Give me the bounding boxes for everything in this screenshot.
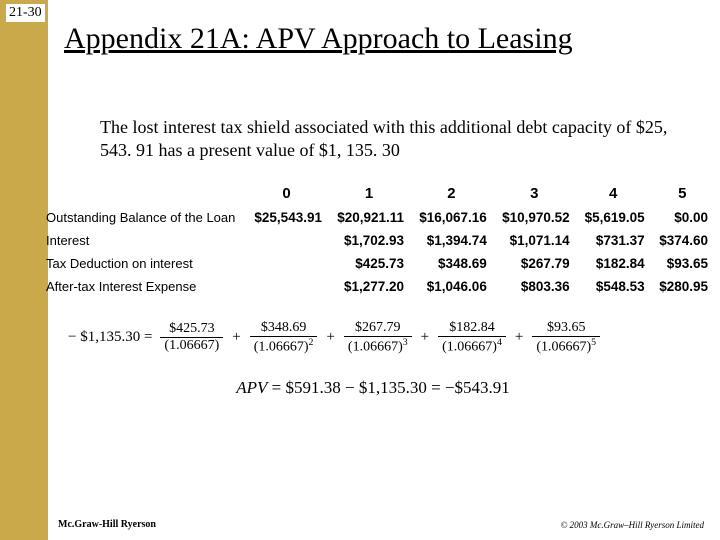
cell-value: $5,619.05 (576, 206, 651, 229)
denominator: (1.06667)4 (438, 336, 506, 356)
row-label: Outstanding Balance of the Loan (46, 206, 245, 229)
fraction: $267.79(1.06667)3 (344, 320, 412, 356)
cell-value (245, 275, 328, 298)
body-text: The lost interest tax shield associated … (100, 116, 696, 161)
cell-value: $93.65 (651, 252, 714, 275)
fraction: $182.84(1.06667)4 (438, 320, 506, 356)
cell-value: $548.53 (576, 275, 651, 298)
footer-right: © 2003 Mc.Graw–Hill Ryerson Limited (561, 520, 704, 530)
slide-content: Appendix 21A: APV Approach to Leasing Th… (58, 0, 708, 540)
col-header: 5 (651, 181, 714, 206)
cell-value (245, 252, 328, 275)
cell-value: $348.69 (410, 252, 493, 275)
cell-value: $1,394.74 (410, 229, 493, 252)
cell-value: $25,543.91 (245, 206, 328, 229)
plus-sign: + (515, 329, 523, 346)
denominator: (1.06667)3 (344, 336, 412, 356)
apv-label: APV (236, 378, 267, 397)
col-header: 4 (576, 181, 651, 206)
numerator: $182.84 (445, 320, 499, 336)
cell-value: $16,067.16 (410, 206, 493, 229)
cell-value: $374.60 (651, 229, 714, 252)
numerator: $93.65 (543, 320, 590, 336)
plus-sign: + (232, 329, 240, 346)
col-header: 1 (328, 181, 410, 206)
cell-value: $20,921.11 (328, 206, 410, 229)
plus-sign: + (326, 329, 334, 346)
cell-value: $803.36 (493, 275, 576, 298)
cell-value: $1,071.14 (493, 229, 576, 252)
fraction: $93.65(1.06667)5 (532, 320, 600, 356)
pv-formula: − $1,135.30 =$425.73(1.06667)+$348.69(1.… (68, 320, 708, 356)
numerator: $425.73 (165, 321, 219, 337)
table-row: After-tax Interest Expense $1,277.20$1,04… (46, 275, 714, 298)
col-header: 2 (410, 181, 493, 206)
col-blank (46, 181, 245, 206)
cell-value: $425.73 (328, 252, 410, 275)
footer-left: Mc.Graw-Hill Ryerson (58, 519, 156, 530)
formula-lhs: − $1,135.30 = (68, 329, 152, 346)
row-label: Interest (46, 229, 245, 252)
row-label: After-tax Interest Expense (46, 275, 245, 298)
fraction: $425.73(1.06667) (160, 321, 223, 354)
cell-value (245, 229, 328, 252)
cell-value: $1,277.20 (328, 275, 410, 298)
cell-value: $182.84 (576, 252, 651, 275)
denominator: (1.06667)2 (250, 336, 318, 356)
table-row: Tax Deduction on interest$425.73$348.69$… (46, 252, 714, 275)
cell-value: $1,046.06 (410, 275, 493, 298)
loan-table: 012345Outstanding Balance of the Loan$25… (46, 181, 714, 298)
sidebar-gold (0, 0, 48, 540)
cell-value: $1,702.93 (328, 229, 410, 252)
cell-value: $731.37 (576, 229, 651, 252)
table-row: Outstanding Balance of the Loan$25,543.9… (46, 206, 714, 229)
numerator: $267.79 (351, 320, 405, 336)
apv-formula: APV = $591.38 − $1,135.30 = −$543.91 (38, 378, 708, 398)
slide-title: Appendix 21A: APV Approach to Leasing (64, 22, 708, 56)
denominator: (1.06667)5 (532, 336, 600, 356)
denominator: (1.06667) (160, 337, 223, 354)
row-label: Tax Deduction on interest (46, 252, 245, 275)
slide-number: 21-30 (6, 4, 45, 22)
plus-sign: + (421, 329, 429, 346)
table-row: Interest $1,702.93$1,394.74$1,071.14$731.… (46, 229, 714, 252)
cell-value: $0.00 (651, 206, 714, 229)
cell-value: $10,970.52 (493, 206, 576, 229)
numerator: $348.69 (257, 320, 311, 336)
fraction: $348.69(1.06667)2 (250, 320, 318, 356)
col-header: 3 (493, 181, 576, 206)
cell-value: $280.95 (651, 275, 714, 298)
cell-value: $267.79 (493, 252, 576, 275)
col-header: 0 (245, 181, 328, 206)
apv-equation: = $591.38 − $1,135.30 = −$543.91 (267, 378, 509, 397)
